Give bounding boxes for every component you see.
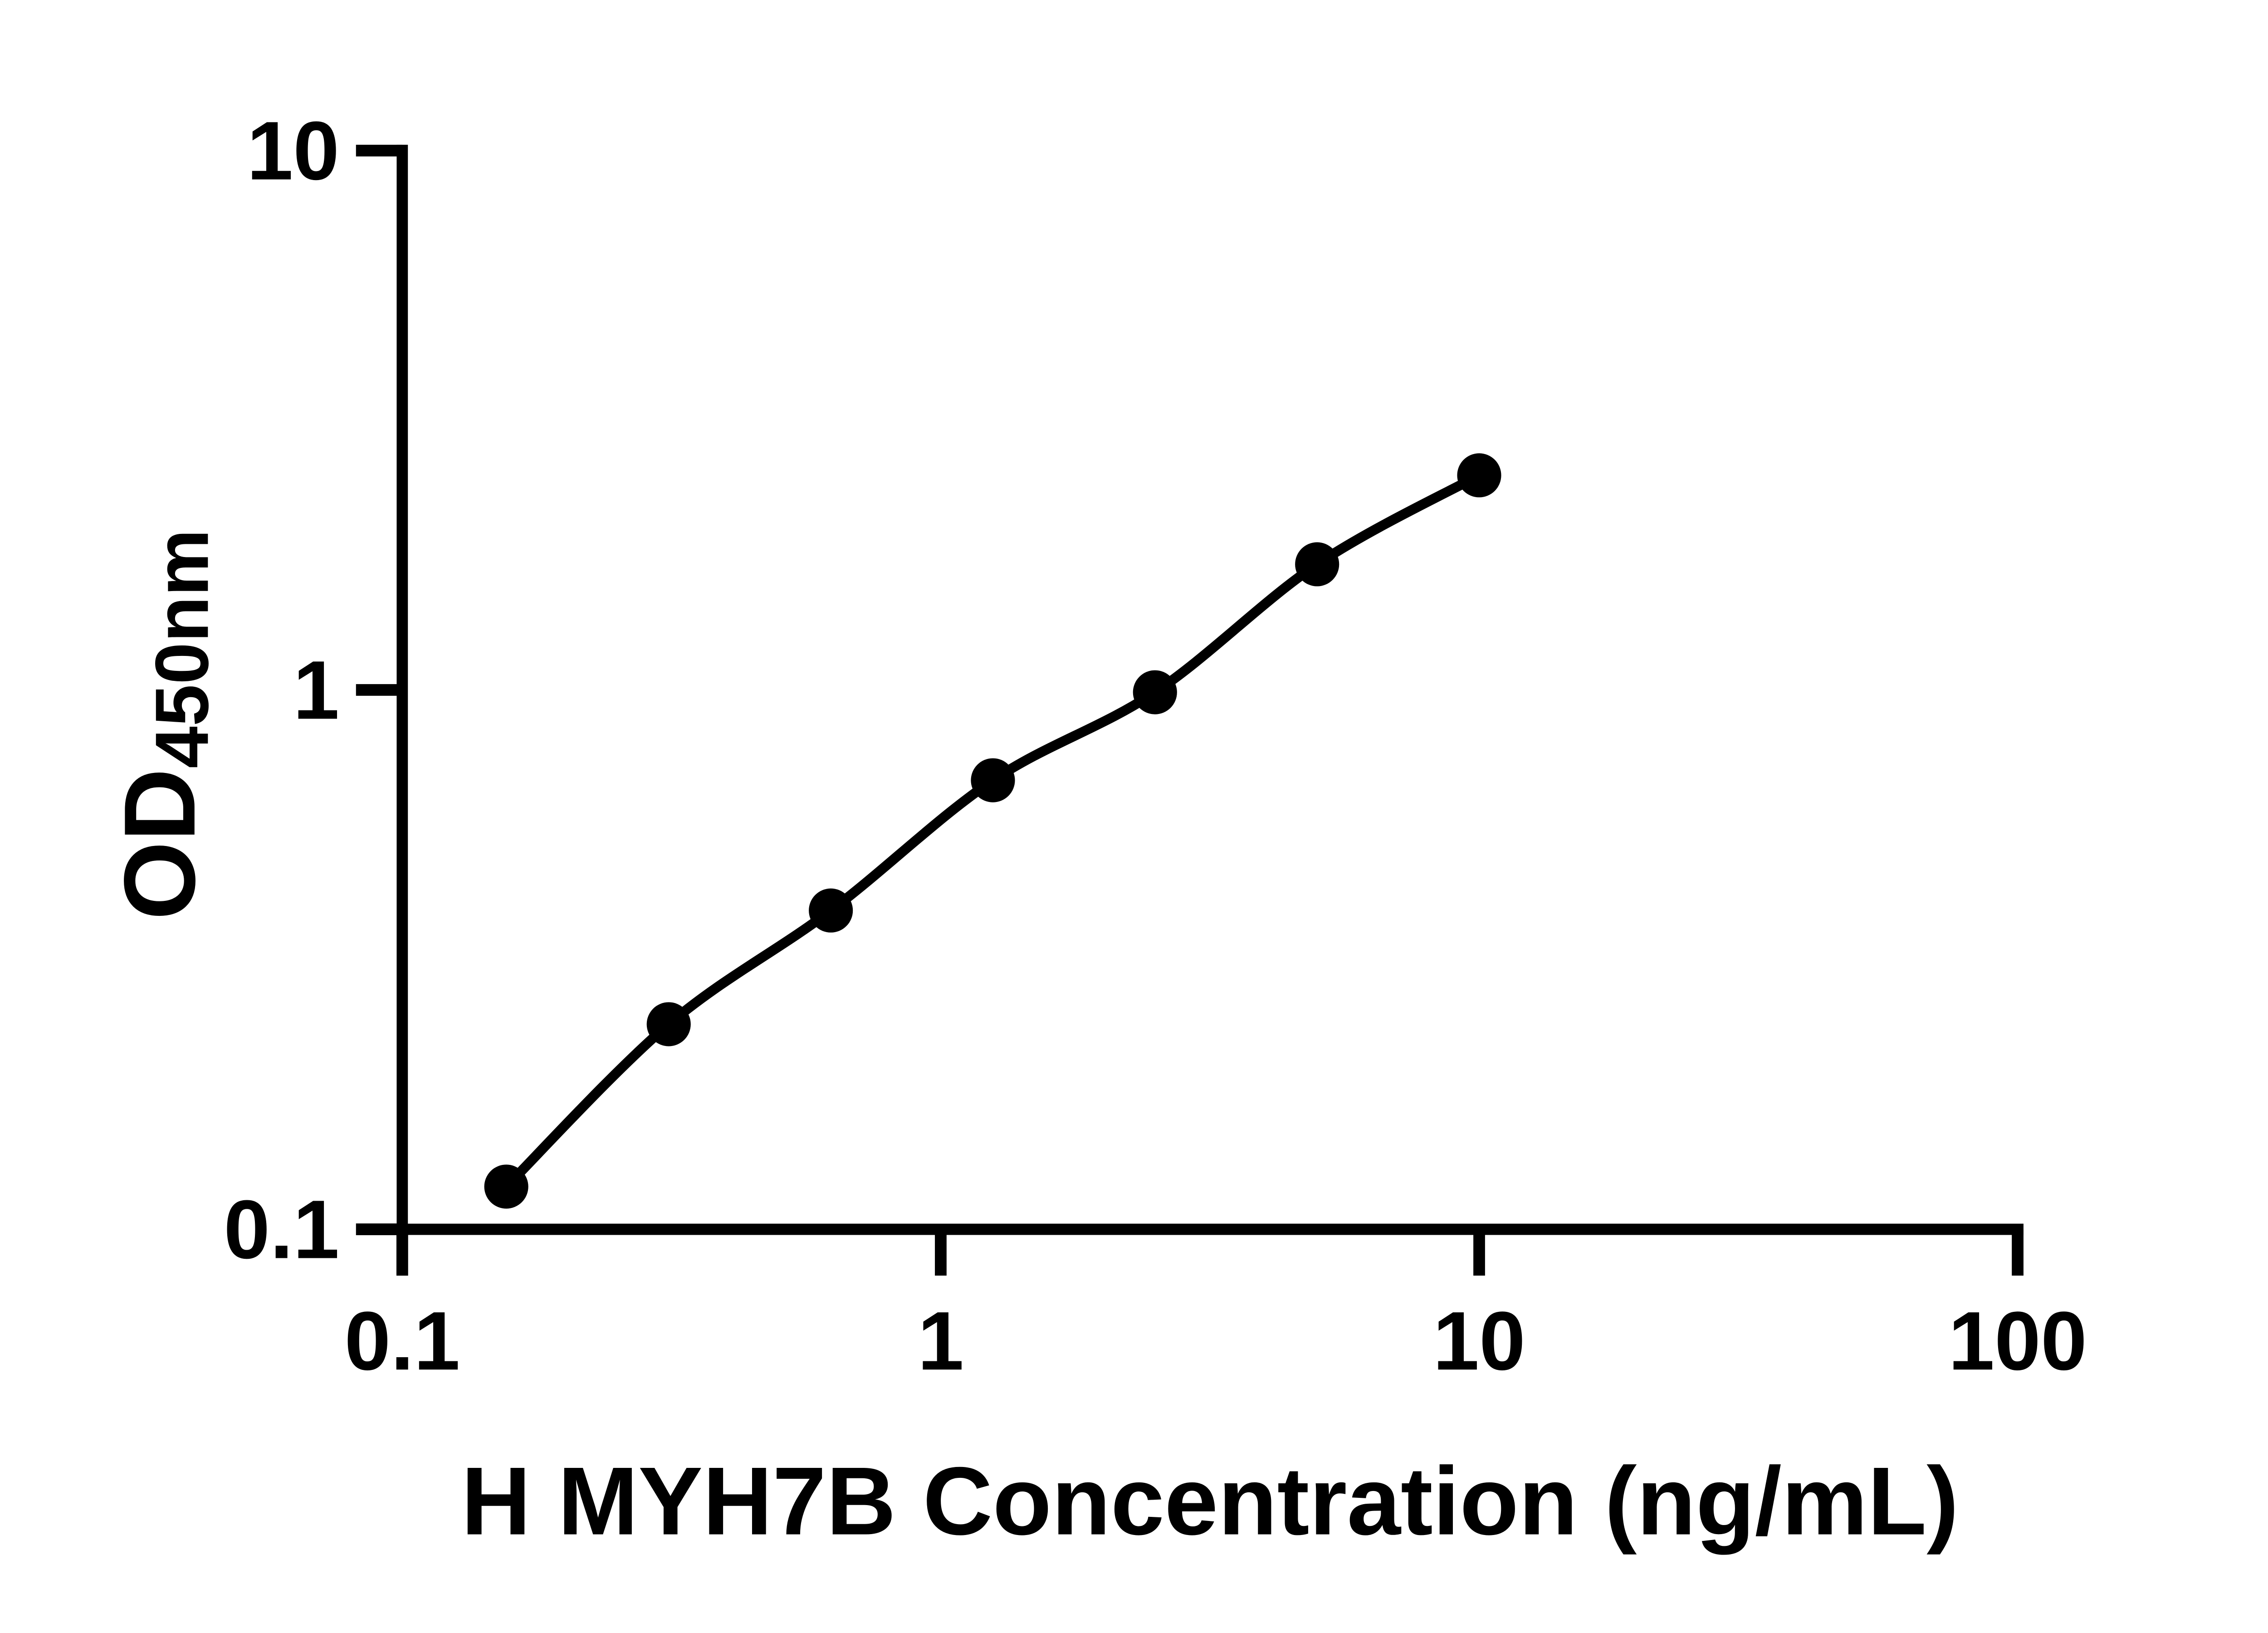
- data-point-x0.625: [809, 888, 853, 933]
- y-tick-label-0.1: 0.1: [224, 1183, 339, 1276]
- x-axis-title: H MYH7B Concentration (ng/mL): [461, 1447, 1959, 1555]
- y-axis-title-main: OD: [103, 768, 216, 920]
- x-tick-label-10: 10: [1433, 1294, 1525, 1387]
- data-point-x0.156: [484, 1164, 528, 1209]
- data-point-x1.25: [971, 758, 1015, 802]
- data-point-x5: [1295, 542, 1339, 587]
- y-tick-label-1: 1: [293, 644, 339, 737]
- data-point-x0.3125: [646, 1002, 691, 1046]
- data-point-x10: [1457, 453, 1501, 498]
- x-tick-label-0.1: 0.1: [344, 1294, 460, 1387]
- y-axis-title-subscript: 450nm: [140, 529, 224, 768]
- standard-curve-line: [503, 471, 1482, 1190]
- x-tick-label-100: 100: [1948, 1294, 2087, 1387]
- y-tick-label-10: 10: [247, 104, 339, 197]
- y-axis-title: OD450nm: [103, 529, 224, 920]
- data-point-x2.5: [1133, 670, 1177, 714]
- x-tick-label-1: 1: [918, 1294, 964, 1387]
